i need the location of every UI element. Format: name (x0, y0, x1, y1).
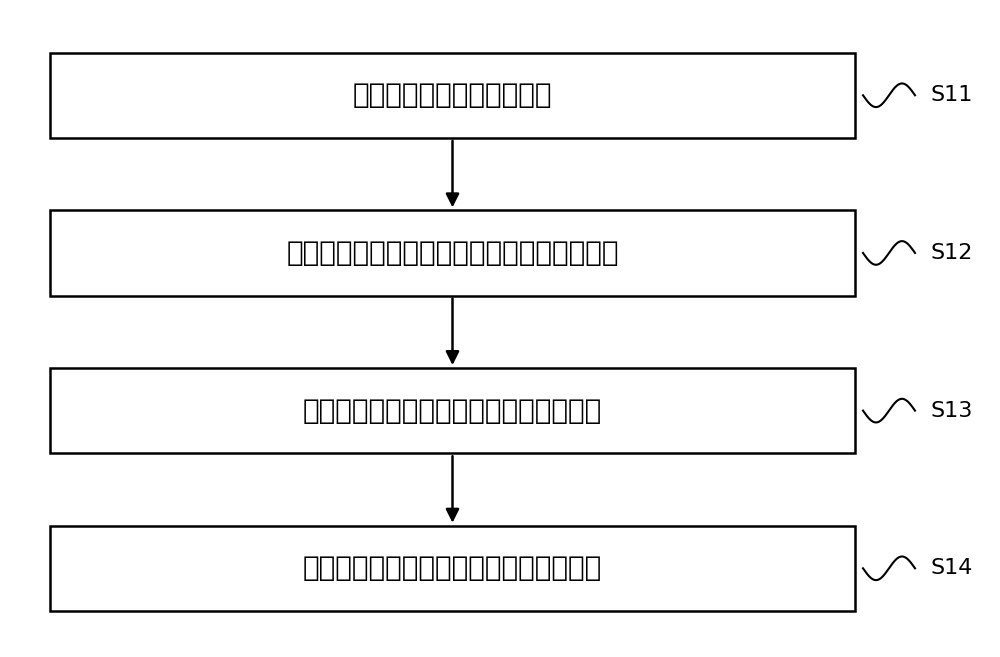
Text: 合成具有磁球的第一聚合物: 合成具有磁球的第一聚合物 (353, 81, 552, 109)
Bar (50, 53, 855, 138)
Text: 形成含有磁球和磷酸根基团的磁纳米粒子: 形成含有磁球和磷酸根基团的磁纳米粒子 (303, 555, 602, 582)
Text: S13: S13 (930, 401, 972, 420)
Text: S14: S14 (930, 558, 972, 578)
Bar (50, 526, 855, 611)
Text: 对所述第一聚合物中的磁球表面进行改性处理: 对所述第一聚合物中的磁球表面进行改性处理 (286, 239, 619, 267)
Bar (50, 368, 855, 453)
Text: 形成含有环氧基聚合物磁球的第三聚合物: 形成含有环氧基聚合物磁球的第三聚合物 (303, 397, 602, 424)
Bar (50, 210, 855, 296)
Text: S11: S11 (930, 85, 972, 105)
Text: S12: S12 (930, 243, 972, 263)
